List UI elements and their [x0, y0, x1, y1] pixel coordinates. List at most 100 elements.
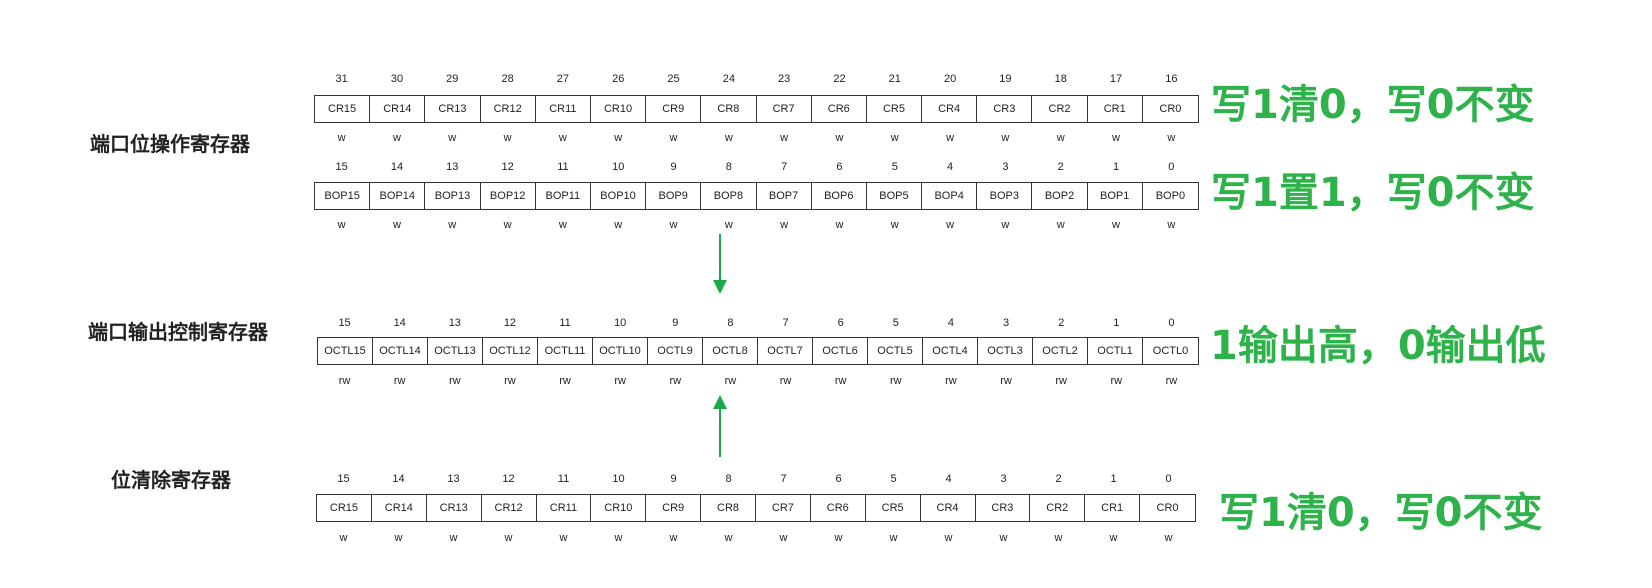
- access-type: w: [1001, 219, 1010, 231]
- register-field-cell: CR5: [866, 495, 921, 521]
- bit-number: 4: [947, 161, 954, 173]
- access-type: w: [946, 219, 955, 231]
- register-field-cell: CR1: [1088, 96, 1143, 122]
- bit-number: 2: [1055, 473, 1062, 485]
- register-field-cell: BOP5: [867, 183, 923, 209]
- bit-number: 11: [557, 473, 570, 485]
- access-type: w: [337, 132, 346, 144]
- register-field-cell: CR12: [481, 96, 536, 122]
- bit-number: 5: [892, 317, 899, 329]
- bit-number: 31: [335, 73, 348, 85]
- register-field-cell: CR7: [756, 495, 811, 521]
- access-type: w: [449, 532, 458, 544]
- access-type: w: [669, 132, 678, 144]
- register-field-row: CR15 CR14 CR13 CR12 CR11 CR10 CR9 CR8 CR7 CR6 CR5 C…: [314, 95, 1199, 123]
- register-field-cell: CR4: [921, 495, 976, 521]
- access-type: w: [394, 532, 403, 544]
- access-type: w: [448, 219, 457, 231]
- access-type: w: [1112, 219, 1120, 231]
- bit-number: 4: [945, 473, 952, 485]
- register-field-cell: CR11: [537, 495, 592, 521]
- register-field-cell: OCTL7: [758, 338, 813, 364]
- access-type: w: [724, 132, 733, 144]
- bit-number: 13: [448, 317, 461, 329]
- bit-number: 11: [559, 317, 571, 329]
- bit-number: 7: [782, 317, 789, 329]
- access-type: w: [780, 219, 789, 231]
- bit-number: 12: [501, 161, 514, 173]
- register-field-cell: CR7: [757, 96, 812, 122]
- bit-number: 24: [722, 73, 735, 85]
- arrow-up-to-octl: [713, 395, 727, 457]
- bit-number: 0: [1165, 473, 1172, 485]
- register-field-cell: CR3: [976, 495, 1031, 521]
- access-type: w: [558, 132, 567, 144]
- bit-number: 1: [1113, 317, 1120, 329]
- register-field-cell: CR13: [427, 495, 482, 521]
- register-field-cell: OCTL0: [1152, 345, 1189, 357]
- bit-number: 30: [390, 73, 404, 85]
- register-field-cell: BOP2: [1032, 183, 1088, 209]
- bit-number: 6: [835, 473, 842, 485]
- access-type: w: [1167, 219, 1176, 231]
- bit-number: 0: [1168, 317, 1175, 329]
- register-field-cell: OCTL10: [593, 338, 648, 364]
- register-field-cell: CR6: [811, 495, 866, 521]
- annotation-octl: 1输出高，0输出低: [1210, 323, 1546, 369]
- bit-number: 17: [1109, 73, 1123, 85]
- access-type: rw: [449, 375, 461, 387]
- register-field-cell: CR8: [701, 96, 757, 122]
- bit-number-row: 31 30 29 28 27 26 25 24 23 22 21 20 19 18 17 16: [314, 72, 1199, 86]
- register-field-cell: BOP12: [481, 183, 536, 209]
- bit-number: 25: [667, 73, 680, 85]
- register-field-cell: CR2: [1030, 495, 1086, 521]
- bit-number: 15: [335, 161, 348, 173]
- register-field-cell: BOP1: [1088, 183, 1143, 209]
- annotation-bc: 写1清0，写0不变: [1219, 490, 1543, 536]
- bit-number: 3: [1000, 473, 1007, 485]
- access-type: w: [614, 219, 623, 231]
- register-field-cell: CR10: [591, 495, 647, 521]
- bit-number: 2: [1058, 317, 1065, 329]
- bit-number: 16: [1165, 73, 1178, 85]
- register-field-cell: OCTL3: [978, 338, 1033, 364]
- bit-number: 9: [670, 161, 677, 173]
- arrow-down-to-octl: [713, 234, 727, 294]
- access-type: w: [503, 132, 512, 144]
- bit-number: 1: [1112, 161, 1120, 173]
- access-type: w: [337, 219, 346, 231]
- access-type: w: [779, 532, 788, 544]
- bit-number: 5: [890, 473, 897, 485]
- register-field-cell: BOP0: [1155, 190, 1186, 202]
- bit-number: 29: [446, 73, 459, 85]
- bit-number: 6: [837, 317, 844, 329]
- register-field-cell: CR0: [1156, 502, 1179, 514]
- access-type: rw: [669, 375, 682, 387]
- access-type: w: [504, 532, 513, 544]
- bit-number: 12: [503, 317, 517, 329]
- access-type: w: [559, 532, 568, 544]
- register-field-cell: OCTL4: [923, 338, 978, 364]
- register-field-cell: OCTL1: [1088, 338, 1143, 364]
- bit-number: 15: [338, 317, 351, 329]
- register-field-cell: OCTL9: [648, 338, 703, 364]
- access-type: rw: [504, 375, 516, 387]
- register-field-cell: CR5: [867, 96, 923, 122]
- bit-number: 27: [556, 73, 570, 85]
- register-field-cell: CR4: [922, 96, 978, 122]
- register-label-octl: 端口输出控制寄存器: [88, 320, 268, 344]
- access-type: w: [614, 532, 623, 544]
- access-type: w: [835, 132, 844, 144]
- register-field-cell: CR9: [646, 495, 702, 521]
- bit-number: 28: [501, 73, 514, 85]
- access-type: rw: [724, 375, 737, 387]
- access-type: w: [669, 532, 678, 544]
- access-type: w: [724, 219, 733, 231]
- bit-number: 1: [1110, 473, 1117, 485]
- register-field-cell: CR6: [812, 96, 867, 122]
- bit-number: 13: [446, 161, 459, 173]
- register-field-cell: CR8: [701, 495, 756, 521]
- bit-number-row: 15 14 13 12 11 10 9 8 7 6 5 4 3 2 1 0: [317, 316, 1199, 330]
